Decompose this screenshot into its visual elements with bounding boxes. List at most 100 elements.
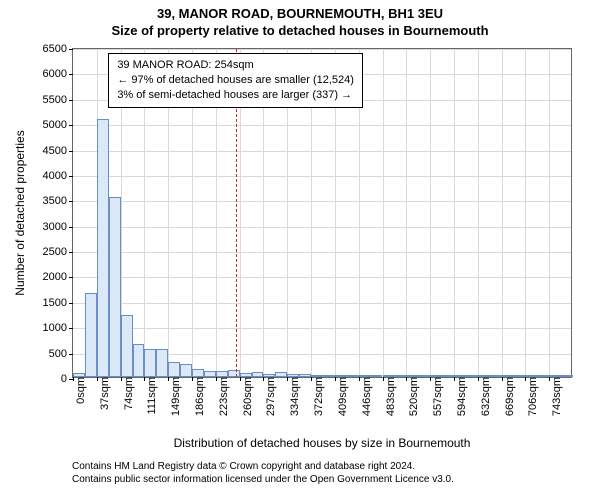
histogram-bar [383, 375, 395, 377]
grid-line-vertical [383, 49, 384, 377]
histogram-bar [406, 375, 418, 377]
histogram-bar [168, 362, 180, 377]
x-tick-label: 186sqm [192, 377, 206, 427]
y-tick-mark [69, 151, 73, 152]
histogram-bar [561, 375, 573, 377]
x-tick-label: 483sqm [383, 377, 397, 427]
histogram-bar [371, 375, 383, 377]
histogram-bar [287, 374, 299, 377]
histogram-bar [454, 375, 466, 377]
x-tick-label: 149sqm [168, 377, 182, 427]
y-axis-label: Number of detached properties [13, 123, 27, 303]
x-tick-label: 594sqm [454, 377, 468, 427]
x-tick-label: 260sqm [240, 377, 254, 427]
x-tick-label: 557sqm [430, 377, 444, 427]
histogram-bar [418, 375, 430, 377]
x-tick-label: 74sqm [121, 377, 135, 427]
y-tick-mark [69, 176, 73, 177]
histogram-bar [109, 197, 121, 377]
x-tick-label: 632sqm [478, 377, 492, 427]
y-tick-mark [69, 125, 73, 126]
footer-line1: Contains HM Land Registry data © Crown c… [72, 460, 454, 473]
histogram-bar [97, 119, 109, 377]
x-tick-label: 669sqm [502, 377, 516, 427]
y-tick-mark [69, 49, 73, 50]
histogram-bar [347, 375, 359, 377]
y-tick-mark [69, 277, 73, 278]
histogram-bar [537, 375, 549, 377]
x-tick-label: 743sqm [549, 377, 563, 427]
histogram-bar [478, 375, 490, 377]
histogram-bar [216, 371, 228, 377]
x-axis-label: Distribution of detached houses by size … [72, 436, 572, 450]
histogram-bar [263, 374, 275, 377]
histogram-bar [121, 315, 133, 377]
histogram-bar [311, 375, 323, 377]
grid-line-horizontal [73, 303, 571, 304]
grid-line-vertical [502, 49, 503, 377]
x-tick-label: 706sqm [525, 377, 539, 427]
chart-title-line2: Size of property relative to detached ho… [0, 23, 600, 38]
histogram-bar [85, 293, 97, 377]
histogram-bar [275, 372, 287, 377]
x-tick-label: 409sqm [335, 377, 349, 427]
histogram-bar [192, 369, 204, 377]
y-tick-mark [69, 354, 73, 355]
grid-line-horizontal [73, 328, 571, 329]
x-tick-label: 334sqm [287, 377, 301, 427]
y-tick-mark [69, 227, 73, 228]
property-size-chart: 39, MANOR ROAD, BOURNEMOUTH, BH1 3EU Siz… [0, 0, 600, 500]
histogram-bar [133, 344, 145, 377]
x-tick-label: 446sqm [359, 377, 373, 427]
grid-line-vertical [430, 49, 431, 377]
histogram-bar [156, 349, 168, 377]
grid-line-horizontal [73, 125, 571, 126]
annotation-line: 39 MANOR ROAD: 254sqm [117, 58, 354, 73]
histogram-bar [73, 373, 85, 377]
grid-line-horizontal [73, 277, 571, 278]
grid-line-horizontal [73, 201, 571, 202]
y-tick-mark [69, 100, 73, 101]
grid-line-vertical [549, 49, 550, 377]
grid-line-vertical [454, 49, 455, 377]
chart-title-line1: 39, MANOR ROAD, BOURNEMOUTH, BH1 3EU [0, 6, 600, 21]
histogram-bar [549, 375, 561, 377]
histogram-bar [252, 372, 264, 377]
x-tick-label: 37sqm [97, 377, 111, 427]
x-tick-label: 223sqm [216, 377, 230, 427]
histogram-bar [502, 375, 514, 377]
annotation-line: ← 97% of detached houses are smaller (12… [117, 73, 354, 88]
y-tick-mark [69, 303, 73, 304]
x-tick-label: 520sqm [406, 377, 420, 427]
histogram-bar [490, 375, 502, 377]
histogram-bar [299, 374, 311, 377]
grid-line-horizontal [73, 227, 571, 228]
histogram-bar [240, 373, 252, 377]
x-tick-label: 111sqm [144, 377, 158, 427]
histogram-bar [359, 375, 371, 377]
footer-attribution: Contains HM Land Registry data © Crown c… [72, 460, 454, 486]
grid-line-horizontal [73, 252, 571, 253]
annotation-box: 39 MANOR ROAD: 254sqm← 97% of detached h… [108, 53, 363, 108]
grid-line-horizontal [73, 151, 571, 152]
y-tick-mark [69, 252, 73, 253]
grid-line-horizontal [73, 176, 571, 177]
histogram-bar [466, 375, 478, 377]
y-tick-mark [69, 328, 73, 329]
histogram-bar [442, 375, 454, 377]
grid-line-vertical [478, 49, 479, 377]
grid-line-horizontal [73, 49, 571, 50]
histogram-bar [430, 375, 442, 377]
histogram-bar [144, 349, 156, 377]
grid-line-vertical [406, 49, 407, 377]
histogram-bar [513, 375, 525, 377]
footer-line2: Contains public sector information licen… [72, 473, 454, 486]
histogram-bar [335, 375, 347, 377]
x-tick-label: 0sqm [73, 377, 87, 427]
histogram-bar [394, 375, 406, 377]
annotation-line: 3% of semi-detached houses are larger (3… [117, 88, 354, 103]
histogram-bar [525, 375, 537, 377]
histogram-bar [180, 364, 192, 377]
y-tick-mark [69, 201, 73, 202]
histogram-bar [228, 370, 240, 377]
